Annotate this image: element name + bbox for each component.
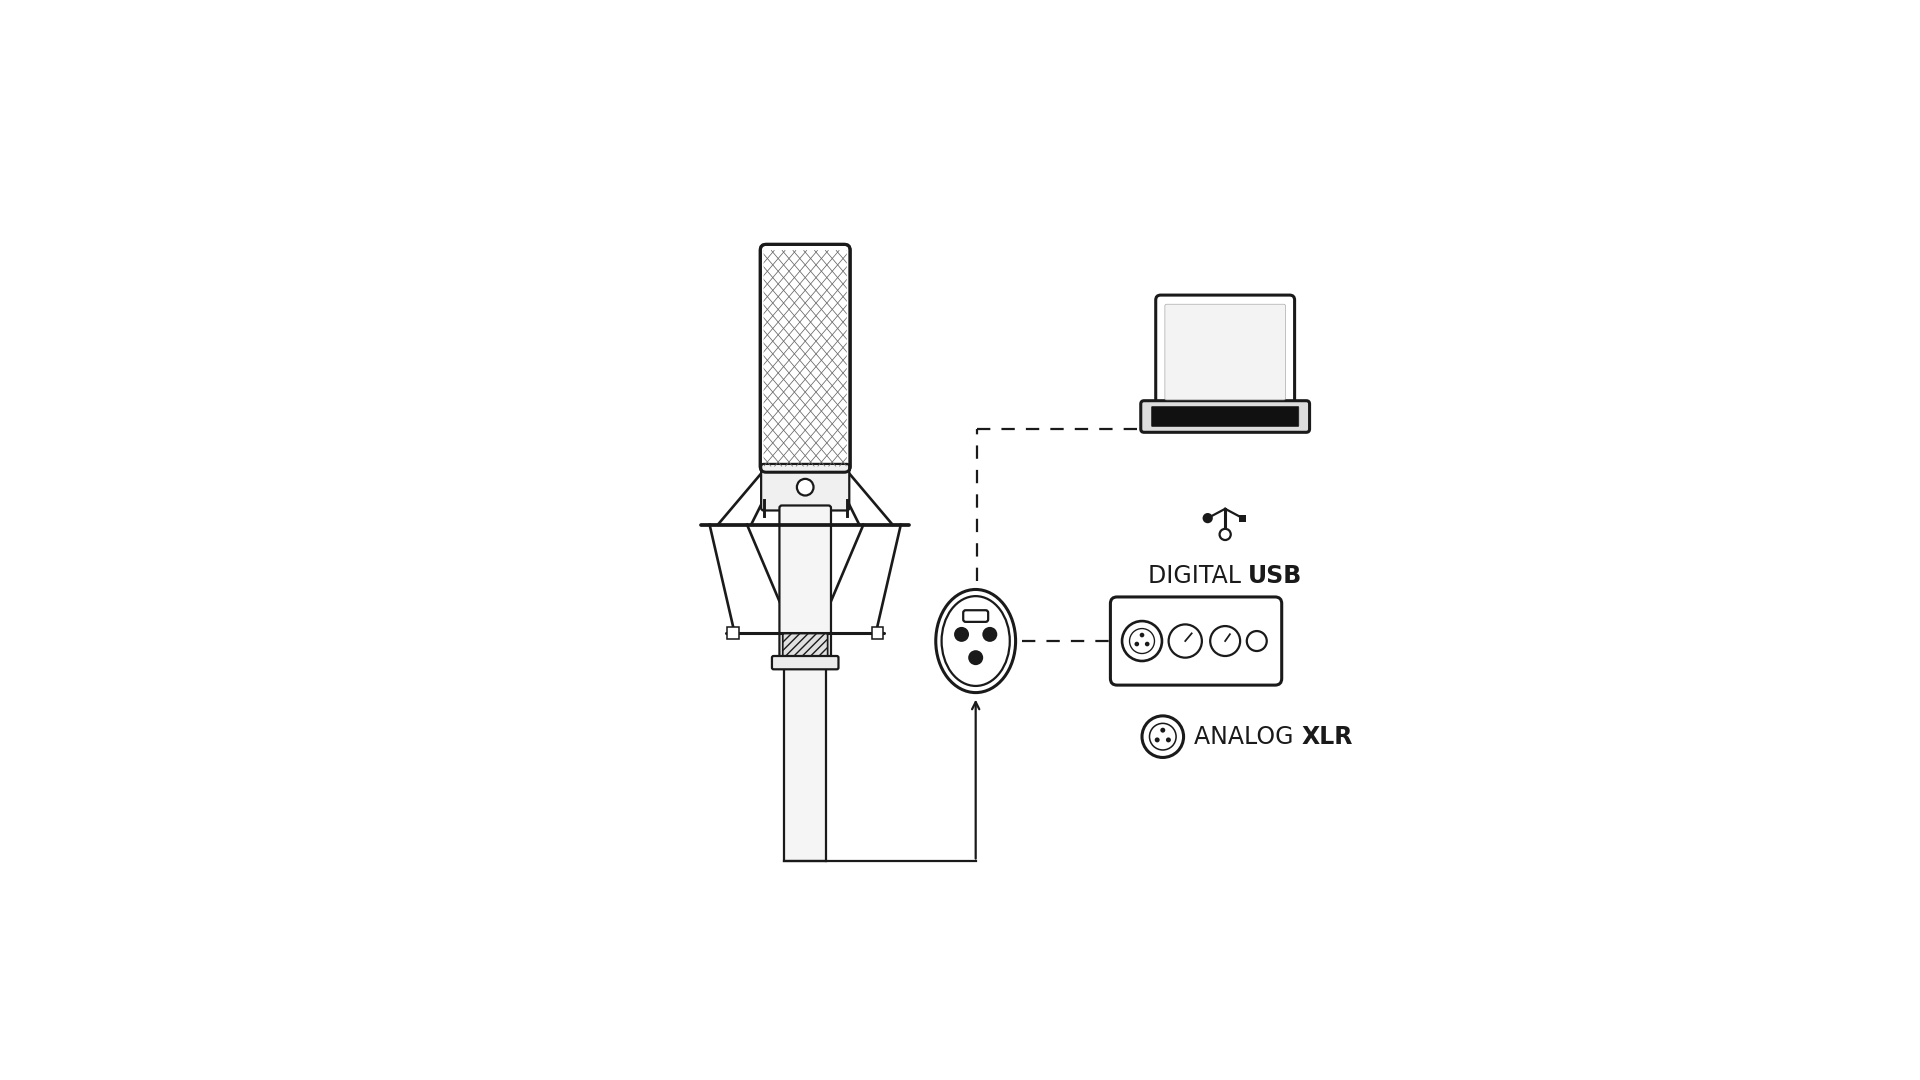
Circle shape xyxy=(1210,626,1240,656)
Text: XLR: XLR xyxy=(1302,725,1354,748)
Bar xyxy=(1238,515,1246,522)
Circle shape xyxy=(1121,621,1162,661)
Circle shape xyxy=(968,650,983,665)
Circle shape xyxy=(1144,642,1150,646)
Circle shape xyxy=(1246,631,1267,651)
FancyBboxPatch shape xyxy=(783,634,828,659)
Circle shape xyxy=(1154,738,1160,742)
Circle shape xyxy=(1129,629,1154,653)
FancyBboxPatch shape xyxy=(1140,401,1309,432)
Circle shape xyxy=(1135,642,1139,646)
FancyBboxPatch shape xyxy=(772,656,839,670)
Circle shape xyxy=(954,626,970,642)
Circle shape xyxy=(1169,624,1202,658)
FancyBboxPatch shape xyxy=(760,464,849,511)
Circle shape xyxy=(1202,513,1213,523)
FancyBboxPatch shape xyxy=(780,505,831,669)
FancyBboxPatch shape xyxy=(1110,597,1283,685)
FancyBboxPatch shape xyxy=(1152,406,1298,427)
Circle shape xyxy=(797,478,814,496)
Ellipse shape xyxy=(941,596,1010,686)
Text: USB: USB xyxy=(1248,564,1302,588)
Circle shape xyxy=(1140,633,1144,637)
FancyBboxPatch shape xyxy=(1165,305,1286,400)
Circle shape xyxy=(1219,529,1231,540)
Bar xyxy=(785,667,826,862)
Circle shape xyxy=(1160,728,1165,732)
Ellipse shape xyxy=(935,590,1016,692)
Bar xyxy=(728,626,739,638)
Bar xyxy=(872,626,883,638)
Circle shape xyxy=(983,626,996,642)
FancyBboxPatch shape xyxy=(766,249,845,468)
Circle shape xyxy=(1150,724,1177,750)
FancyBboxPatch shape xyxy=(760,244,851,472)
FancyBboxPatch shape xyxy=(964,610,989,622)
Circle shape xyxy=(1142,716,1183,757)
FancyBboxPatch shape xyxy=(1156,295,1294,409)
Circle shape xyxy=(1165,738,1171,742)
Text: ANALOG: ANALOG xyxy=(1194,725,1302,748)
Text: DIGITAL: DIGITAL xyxy=(1148,564,1248,588)
